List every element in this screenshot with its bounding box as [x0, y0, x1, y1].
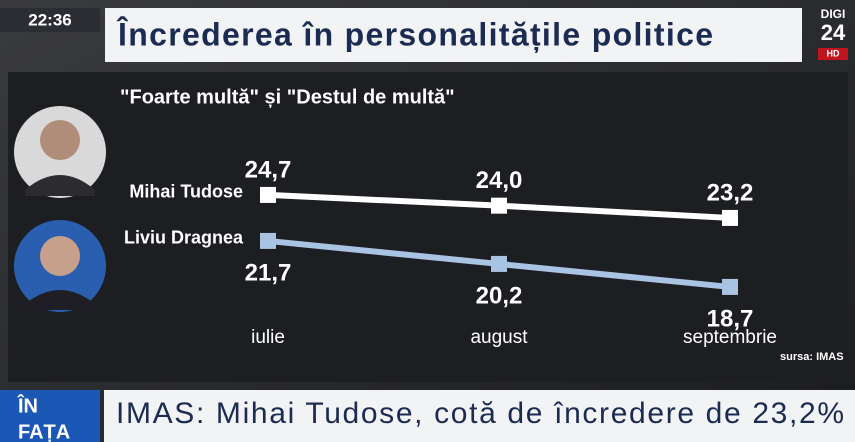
chart-subtitle: "Foarte multă" și "Destul de multă": [120, 86, 455, 108]
point-marker: [260, 232, 276, 249]
channel-logo: DIGI: [821, 7, 846, 21]
legend-label: Mihai Tudose: [129, 182, 243, 202]
hd-box: [818, 48, 848, 60]
ticker-tag: [0, 390, 100, 442]
data-label: 20,2: [476, 282, 523, 309]
data-label: 21,7: [245, 259, 292, 286]
point-marker: [722, 278, 738, 295]
portrait-body: [25, 290, 95, 310]
ticker-text: IMAS: Mihai Tudose, cotă de încredere de…: [116, 397, 844, 430]
channel-number: 24: [821, 20, 846, 45]
ticker-tag-text: ÎN: [17, 393, 38, 417]
data-label: 24,7: [245, 156, 292, 183]
x-tick-label: septembrie: [683, 327, 777, 348]
portrait-face: [40, 120, 80, 160]
ticker-tag-text: FAȚA: [18, 421, 70, 442]
point-marker: [722, 209, 738, 226]
panel: [8, 72, 848, 382]
data-label: 23,2: [707, 179, 754, 206]
legend-label: Liviu Dragnea: [124, 228, 244, 248]
portrait-face: [40, 236, 80, 276]
clock-box: [0, 8, 100, 32]
ticker-bar: [104, 390, 855, 442]
chart-title: Încrederea în personalitățile politice: [116, 16, 713, 52]
x-tick-label: iulie: [251, 327, 285, 348]
point-marker: [491, 197, 507, 214]
data-label: 18,7: [707, 305, 754, 332]
portrait-body: [25, 175, 95, 196]
source: sursa: IMAS: [780, 351, 844, 363]
x-tick-label: august: [470, 327, 528, 348]
data-label: 24,0: [476, 167, 523, 194]
point-marker: [260, 186, 276, 203]
channel-hd: HD: [827, 48, 840, 58]
title-bar: [105, 8, 802, 62]
point-marker: [491, 255, 507, 272]
clock: 22:36: [28, 10, 71, 29]
